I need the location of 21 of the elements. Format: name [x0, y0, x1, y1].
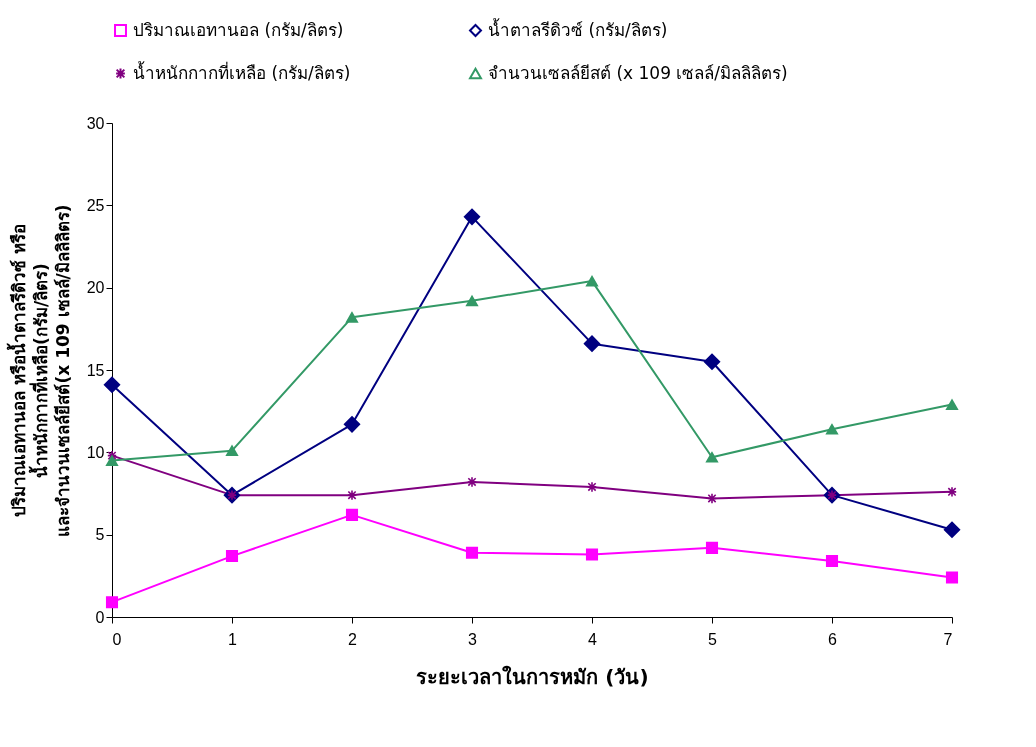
- legend-label: ปริมาณเอทานอล (กรัม/ลิตร): [133, 19, 344, 40]
- x-tick-label: 6: [828, 630, 838, 648]
- y-tick-label: 20: [86, 279, 105, 297]
- y-tick-label: 30: [86, 114, 105, 132]
- x-tick-label: 2: [348, 630, 358, 648]
- x-tick-label: 7: [943, 630, 953, 648]
- legend-label: น้ำหนักกากที่เหลือ (กรัม/ลิตร): [133, 60, 351, 83]
- y-tick-label: 5: [95, 526, 105, 544]
- y-tick-label: 25: [86, 196, 105, 214]
- y-tick-label: 10: [86, 443, 105, 461]
- x-tick-label: 1: [228, 630, 238, 648]
- y-tick-label: 15: [86, 361, 105, 379]
- x-tick-label: 3: [468, 630, 478, 648]
- x-tick-label: 5: [708, 630, 718, 648]
- y-axis-title: ปริมาณเอทานอล หรือน้ำตาลรีดิวซ์ หรือ น้ำหนักกากที่เหลือ(กรัม/ลิตร) และจำนวนเซลล์ยีสต์(x 109 เซลล์/มิลลิลิตร): [5, 204, 73, 537]
- legend-label: จำนวนเซลล์ยีสต์ (x 109 เซลล์/มิลลิลิตร): [488, 62, 788, 83]
- legend-label: น้ำตาลรีดิวซ์ (กรัม/ลิตร): [488, 17, 668, 40]
- x-axis-title: ระยะเวลาในการหมัก (วัน): [416, 664, 649, 689]
- x-tick-label: 4: [588, 630, 598, 648]
- y-tick-label: 0: [95, 608, 105, 626]
- x-tick-label: 0: [112, 630, 122, 648]
